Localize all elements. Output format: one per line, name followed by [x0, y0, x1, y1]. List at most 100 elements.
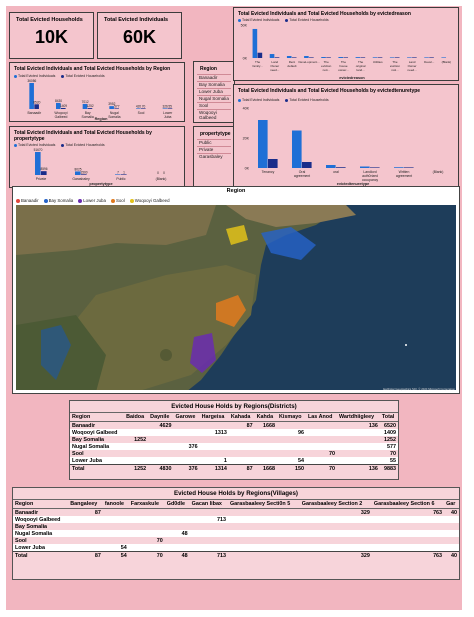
table-row[interactable]: Nugal Somalia 376 577	[70, 443, 398, 450]
region-chart-card[interactable]: Total Evicted Individuals and Total Evic…	[9, 62, 185, 122]
bar	[404, 167, 414, 168]
table-cell	[371, 516, 445, 523]
propertytype-slicer-item[interactable]: Private	[197, 146, 231, 153]
table-row[interactable]: Banaadir 4629 87 1668 136 6520	[70, 422, 398, 430]
category-label: Landlord	[363, 170, 376, 174]
data-label: 0	[157, 171, 159, 175]
column-header[interactable]: Gacan libax	[189, 500, 228, 509]
column-header[interactable]: Gd0dle	[164, 500, 190, 509]
column-header[interactable]: Hargeisa	[199, 413, 229, 422]
column-header[interactable]: Wartdhiigleey	[337, 413, 380, 422]
column-header[interactable]: Region	[13, 500, 69, 509]
legend-item-individuals[interactable]: Total Evicted Individuals	[238, 18, 279, 22]
map-legend-item[interactable]: Lower Juba	[78, 198, 106, 203]
column-header[interactable]: Kahda	[254, 413, 278, 422]
propertytype-slicer-item[interactable]: Garasbaley	[197, 153, 231, 160]
districts-table[interactable]: Evicted House Holds by Regions(Districts…	[69, 400, 399, 480]
legend-item-individuals[interactable]: Total Evicted Individuals	[14, 74, 55, 78]
bar	[121, 174, 127, 175]
column-header[interactable]: Region	[70, 413, 125, 422]
legend-item-households[interactable]: Total Evicted Households	[285, 18, 329, 22]
region-slicer-item[interactable]: Nugal Somalia	[197, 95, 231, 102]
column-header[interactable]: fanoole	[102, 500, 129, 509]
column-header[interactable]: Gar	[444, 500, 459, 509]
legend-item-households[interactable]: Total Evicted Households	[61, 74, 105, 78]
map-legend-item[interactable]: Bay Somalia	[43, 198, 73, 203]
reason-chart-card[interactable]: Total Evicted Individuals and Total Evic…	[233, 7, 459, 81]
map-legend-item[interactable]: Sool	[110, 198, 125, 203]
legend-item-individuals[interactable]: Total Evicted Individuals	[238, 98, 279, 102]
table-cell	[189, 544, 228, 552]
data-label: 8025	[74, 167, 81, 171]
column-header[interactable]: Farxaskule	[128, 500, 165, 509]
table-row[interactable]: Sool 70 70	[70, 450, 398, 457]
map-graphic	[16, 205, 456, 390]
column-header[interactable]: Total	[379, 413, 398, 422]
data-label: 1252	[87, 104, 94, 108]
table-cell	[148, 450, 173, 457]
table-row[interactable]: Lower Juba 1 54 55	[70, 457, 398, 465]
propertytype-chart-legend: Total Evicted Individuals Total Evicted …	[14, 143, 105, 147]
bar	[360, 57, 366, 58]
table-row[interactable]: Sool 70	[13, 537, 459, 544]
tenure-chart-card[interactable]: Total Evicted Individuals and Total Evic…	[233, 84, 459, 188]
region-slicer-item[interactable]: Lower Juba	[197, 88, 231, 95]
table-row[interactable]: Lower Juba 54	[13, 544, 459, 552]
villages-table[interactable]: Evicted House Holds by Regions(Villages)…	[12, 487, 460, 580]
table-cell	[372, 537, 444, 544]
column-header[interactable]: Daynile	[148, 413, 174, 422]
column-header[interactable]: Garasbaaleey Section 6	[371, 500, 445, 509]
table-row[interactable]: Nugal Somalia 48	[13, 530, 459, 537]
table-row[interactable]: Bay Somalia 1252 1252	[70, 436, 398, 443]
table-row[interactable]: Bay Somalia	[13, 523, 459, 530]
region-slicer-item[interactable]: Bay Somalia	[197, 81, 231, 88]
table-row[interactable]: Banaadir 87 329 763 40	[13, 509, 459, 517]
bar	[56, 102, 61, 109]
column-header[interactable]: Garasbaaleey Secti0n 5	[227, 500, 300, 509]
table-row[interactable]: Woqooyi Galbeed 1313 96 1409	[70, 429, 398, 436]
region-slicer-item[interactable]: Banaadir	[197, 74, 231, 81]
category-label: Written	[399, 170, 410, 174]
total-cell: 1668	[254, 464, 278, 472]
map-credit: Earthstar Geographics SIO, © 2024 Micros…	[383, 387, 455, 391]
total-cell: 70	[306, 464, 338, 472]
table-cell: 329	[360, 509, 370, 516]
region-slicer-item[interactable]: Sool	[197, 102, 231, 109]
region-slicer-item[interactable]: Woqooyi Galbeed	[197, 109, 231, 120]
map-legend: Banaadir Bay Somalia Lower Juba Sool Woqooyi…	[16, 198, 170, 203]
satellite-map[interactable]	[16, 205, 456, 390]
table-cell: 1252	[134, 436, 147, 443]
table-cell	[444, 516, 459, 523]
column-header[interactable]: Kismayo	[277, 413, 306, 422]
kpi-individuals-card[interactable]: Total Evicted Individuals 60K	[97, 12, 182, 59]
table-cell: 54	[277, 457, 306, 465]
table-cell	[164, 516, 190, 523]
table-cell	[372, 523, 444, 530]
propertytype-slicer-item[interactable]: Public	[197, 139, 231, 146]
region-map-card[interactable]: Region Banaadir Bay Somalia Lower Juba Sool…	[12, 186, 460, 394]
propertytype-chart-card[interactable]: Total Evicted Individuals and Total Evic…	[9, 126, 185, 188]
column-header[interactable]: Garowe	[173, 413, 200, 422]
map-legend-item[interactable]: Woqooyi Galbeed	[129, 198, 170, 203]
column-header[interactable]: Bangaleey	[68, 500, 103, 509]
kpi-households-card[interactable]: Total Evicted Households 10K	[9, 12, 94, 59]
column-header[interactable]: Kahada	[228, 413, 255, 422]
propertytype-slicer[interactable]: propertytype Public Private Garasbaley	[193, 126, 235, 188]
category-label: eviction	[390, 64, 401, 68]
legend-item-households[interactable]: Total Evicted Households	[61, 143, 105, 147]
legend-item-individuals[interactable]: Total Evicted Individuals	[14, 143, 55, 147]
category-label: Devel-opment...	[298, 60, 319, 64]
total-cell: 763	[371, 551, 445, 559]
column-header[interactable]: Las Anod	[306, 413, 338, 422]
region-slicer[interactable]: Region Banaadir Bay Somalia Lower Juba Nuga…	[193, 61, 235, 123]
table-cell: 763	[433, 509, 443, 516]
evictedreason-bar-chart[interactable]: 0K50KThefamily...LandOwnerneed...Rentdef…	[237, 23, 457, 81]
column-header[interactable]: Garasbaaleey Section 2	[299, 500, 372, 509]
column-header[interactable]: Baidoa	[124, 413, 149, 422]
table-row[interactable]: Woqooyi Galbeed 713	[13, 516, 459, 523]
map-legend-item[interactable]: Banaadir	[16, 198, 39, 203]
legend-item-households[interactable]: Total Evicted Households	[285, 98, 329, 102]
